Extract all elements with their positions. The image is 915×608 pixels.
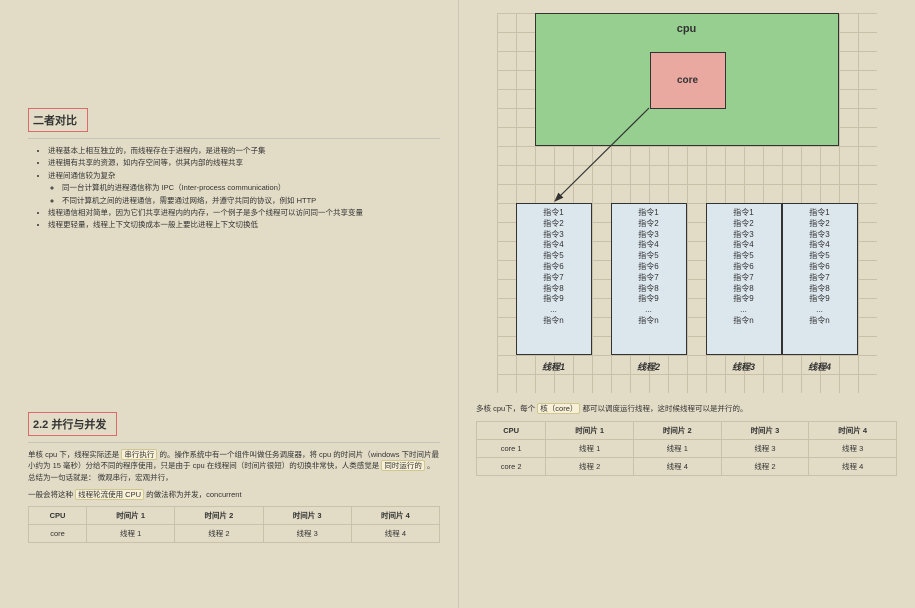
table-header: 时间片 1: [87, 507, 175, 525]
thread-label-4: 线程4: [782, 360, 858, 373]
list-item: 线程更轻量，线程上下文切换成本一般上要比进程上下文切换低: [48, 219, 440, 231]
divider: [28, 442, 440, 443]
cpu-box: cpu core: [535, 13, 839, 146]
left-panel: 二者对比 进程基本上相互独立的，而线程存在于进程内，是进程的一个子集 进程拥有共…: [0, 0, 458, 608]
table-header: 时间片 1: [546, 421, 634, 439]
thread-column-2: 指令1 指令2 指令3 指令4 指令5 指令6 指令7 指令8 指令9 ... …: [611, 203, 687, 355]
paragraph: 多核 cpu下，每个 核（core） 都可以调度运行线程，这时候线程可以是并行的…: [476, 403, 897, 415]
core-box: core: [650, 52, 726, 109]
thread-label-3: 线程3: [706, 360, 782, 373]
table-header: 时间片 2: [175, 507, 263, 525]
table-row: core 2 线程 2 线程 4 线程 2 线程 4: [477, 457, 897, 475]
concurrent-table: CPU 时间片 1 时间片 2 时间片 3 时间片 4 core 线程 1 线程…: [28, 506, 440, 543]
list-item: 进程基本上相互独立的，而线程存在于进程内，是进程的一个子集: [48, 145, 440, 157]
table-header: CPU: [29, 507, 87, 525]
comparison-list: 进程基本上相互独立的，而线程存在于进程内，是进程的一个子集 进程拥有共享的资源，…: [28, 145, 440, 232]
list-item: 进程间通信较为复杂 同一台计算机的进程通信称为 IPC（Inter-proces…: [48, 170, 440, 207]
paragraph: 一般会将这种 线程轮流使用 CPU 的做法称为并发，concurrent: [28, 489, 440, 501]
section2-title: 2.2 并行与并发: [28, 412, 117, 436]
table-header: 时间片 4: [351, 507, 439, 525]
list-item-text: 进程间通信较为复杂: [48, 171, 116, 180]
highlight: 同时运行的: [381, 460, 425, 471]
thread-label-2: 线程2: [611, 360, 687, 373]
table-row: core 1 线程 1 线程 1 线程 3 线程 3: [477, 439, 897, 457]
section1-title: 二者对比: [28, 108, 88, 132]
parallel-table: CPU 时间片 1 时间片 2 时间片 3 时间片 4 core 1 线程 1 …: [476, 421, 897, 476]
list-item: 不同计算机之间的进程通信，需要通过网络，并遵守共同的协议，例如 HTTP: [62, 195, 440, 207]
highlight: 串行执行: [121, 449, 157, 460]
cpu-label: cpu: [536, 23, 838, 35]
page-divider: [458, 0, 459, 608]
thread-column-3: 指令1 指令2 指令3 指令4 指令5 指令6 指令7 指令8 指令9 ... …: [706, 203, 782, 355]
table-header: 时间片 2: [633, 421, 721, 439]
table-row: core 线程 1 线程 2 线程 3 线程 4: [29, 525, 440, 543]
divider: [28, 138, 440, 139]
thread-column-1: 指令1 指令2 指令3 指令4 指令5 指令6 指令7 指令8 指令9 ... …: [516, 203, 592, 355]
table-header: 时间片 3: [263, 507, 351, 525]
cpu-diagram: cpu core 指令1 指令2 指令3 指令4 指令5 指令6 指令7 指令8…: [497, 13, 877, 393]
thread-column-4: 指令1 指令2 指令3 指令4 指令5 指令6 指令7 指令8 指令9 ... …: [782, 203, 858, 355]
paragraph: 单核 cpu 下，线程实际还是 串行执行 的。操作系统中有一个组件叫做任务调度器…: [28, 449, 440, 484]
right-panel: cpu core 指令1 指令2 指令3 指令4 指令5 指令6 指令7 指令8…: [458, 0, 915, 608]
highlight: 核（core）: [537, 403, 580, 414]
table-header: 时间片 4: [809, 421, 897, 439]
thread-label-1: 线程1: [516, 360, 592, 373]
list-item: 线程通信相对简单，因为它们共享进程内的内存，一个例子是多个线程可以访问同一个共享…: [48, 207, 440, 219]
list-item: 同一台计算机的进程通信称为 IPC（Inter-process communic…: [62, 182, 440, 194]
list-item: 进程拥有共享的资源，如内存空间等，供其内部的线程共享: [48, 157, 440, 169]
table-header: CPU: [477, 421, 546, 439]
table-header: 时间片 3: [721, 421, 809, 439]
highlight: 线程轮流使用 CPU: [75, 489, 144, 500]
